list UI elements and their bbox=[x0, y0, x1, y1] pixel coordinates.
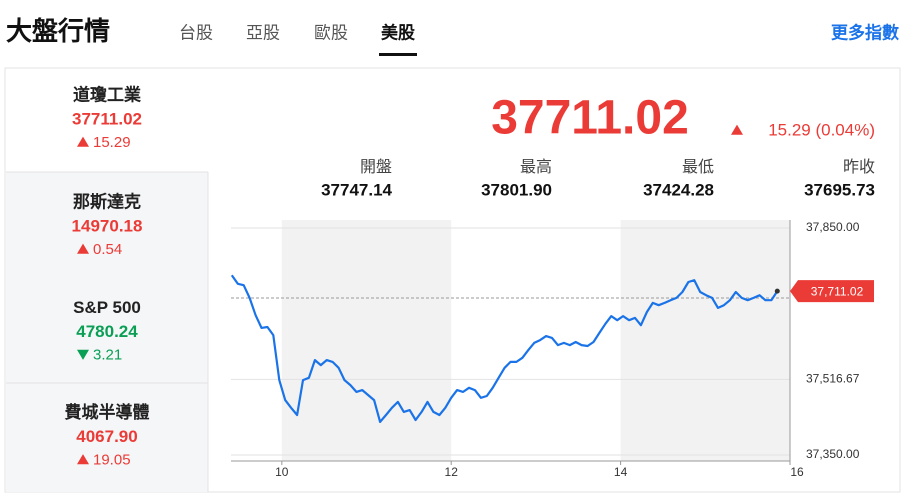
quote-change: 15.29 (0.04%) bbox=[768, 120, 875, 139]
index-name[interactable]: 道瓊工業 bbox=[73, 84, 141, 104]
index-price: 14970.18 bbox=[72, 216, 143, 235]
stat-value: 37695.73 bbox=[804, 180, 875, 199]
stat-label: 最高 bbox=[520, 158, 552, 176]
price-line bbox=[230, 274, 779, 423]
up-arrow bbox=[731, 124, 743, 135]
session-band bbox=[281, 220, 452, 461]
stat-label: 最低 bbox=[682, 158, 714, 176]
tab[interactable]: 台股 bbox=[179, 23, 213, 42]
index-name[interactable]: 費城半導體 bbox=[65, 402, 150, 422]
index-change: 0.54 bbox=[93, 241, 122, 258]
tab[interactable]: 美股 bbox=[381, 22, 415, 42]
session-band bbox=[620, 220, 790, 461]
index-bg bbox=[6, 383, 208, 492]
x-tick-label: 16 bbox=[790, 465, 804, 479]
up-arrow bbox=[77, 243, 89, 254]
y-tick-label: 37,350.00 bbox=[806, 447, 860, 461]
last-point bbox=[774, 288, 780, 294]
index-name[interactable]: S&P 500 bbox=[73, 298, 141, 317]
index-price: 4067.90 bbox=[76, 427, 137, 446]
x-tick-label: 12 bbox=[445, 465, 459, 479]
price-tag bbox=[790, 280, 874, 303]
index-bg bbox=[6, 172, 208, 282]
index-price: 4780.24 bbox=[76, 322, 138, 341]
price-tag-label: 37,711.02 bbox=[811, 284, 864, 298]
up-arrow bbox=[77, 454, 89, 465]
page-title: 大盤行情 bbox=[6, 16, 110, 46]
stat-value: 37747.14 bbox=[321, 180, 392, 199]
quote-price: 37711.02 bbox=[491, 92, 689, 145]
x-tick-label: 10 bbox=[275, 465, 289, 479]
stat-value: 37801.90 bbox=[481, 180, 552, 199]
y-tick-label: 37,850.00 bbox=[806, 220, 860, 234]
stat-label: 開盤 bbox=[360, 158, 392, 176]
down-arrow bbox=[77, 349, 89, 360]
stat-label: 昨收 bbox=[843, 158, 875, 176]
index-change: 15.29 bbox=[93, 134, 131, 151]
index-change: 19.05 bbox=[93, 451, 131, 468]
index-change: 3.21 bbox=[93, 346, 122, 363]
x-tick-label: 14 bbox=[614, 465, 628, 479]
index-name[interactable]: 那斯達克 bbox=[73, 191, 141, 211]
index-bg bbox=[6, 282, 208, 383]
tab[interactable]: 亞股 bbox=[246, 23, 280, 42]
index-price: 37711.02 bbox=[72, 109, 142, 128]
tab[interactable]: 歐股 bbox=[314, 23, 348, 42]
stat-value: 37424.28 bbox=[643, 180, 714, 199]
more-link[interactable]: 更多指數 bbox=[831, 22, 899, 42]
up-arrow bbox=[77, 136, 89, 147]
y-tick-label: 37,516.67 bbox=[806, 372, 860, 386]
tab-underline bbox=[379, 53, 417, 56]
